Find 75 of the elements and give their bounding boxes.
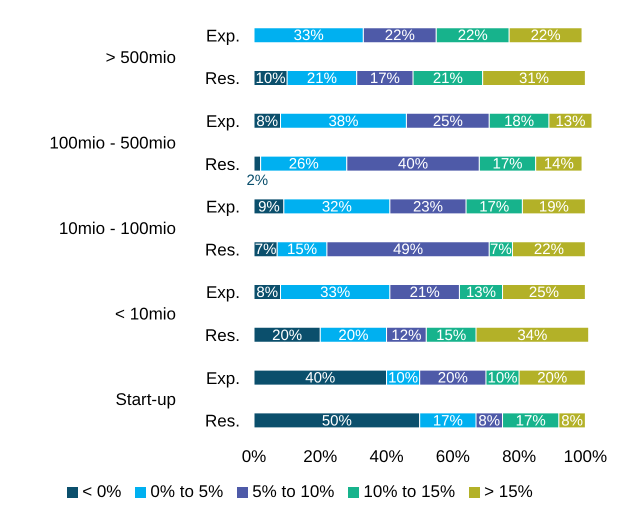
- y-tick-label: Res.: [205, 412, 240, 431]
- y-tick-label: Res.: [205, 326, 240, 345]
- data-label: 10%: [256, 70, 286, 87]
- y-tick-label: Exp.: [206, 198, 240, 217]
- data-label: 49%: [393, 241, 424, 258]
- data-label: 40%: [398, 156, 428, 173]
- data-label: 13%: [555, 112, 586, 130]
- x-tick-label: 60%: [436, 447, 470, 466]
- data-label: 22%: [530, 27, 561, 44]
- data-label: 21%: [306, 70, 337, 87]
- x-tick-label: 40%: [370, 447, 404, 466]
- data-label: 33%: [294, 27, 324, 44]
- data-label: 22%: [458, 27, 488, 44]
- data-label: 20%: [438, 370, 468, 387]
- y-tick-label: Res.: [205, 240, 240, 260]
- data-label: 17%: [370, 70, 400, 87]
- y-tick-label: Exp.: [206, 283, 240, 302]
- data-label: 10%: [388, 370, 418, 387]
- y-tick-label: Res.: [205, 69, 240, 88]
- data-label: 34%: [517, 326, 548, 344]
- data-label: 9%: [258, 198, 280, 216]
- data-label: 2%: [246, 172, 268, 190]
- data-label: 25%: [432, 112, 463, 130]
- data-label: 50%: [322, 412, 352, 430]
- text: < 10mio: [115, 304, 176, 324]
- data-label: 38%: [328, 112, 358, 130]
- data-label: 17%: [479, 198, 510, 216]
- data-label: 20%: [272, 326, 302, 344]
- data-label: 31%: [518, 70, 550, 87]
- data-label: 8%: [561, 412, 583, 430]
- data-label: 17%: [516, 412, 546, 430]
- y-tick-label: Res.: [205, 154, 240, 174]
- x-tick-label: 0%: [242, 447, 266, 466]
- data-label: 20%: [537, 370, 568, 387]
- y-tick-label: Exp.: [206, 26, 240, 46]
- data-label: 20%: [338, 326, 368, 344]
- y-tick-label: Exp.: [206, 368, 240, 388]
- data-label: 25%: [528, 284, 559, 301]
- data-label: 12%: [391, 326, 422, 344]
- data-label: 22%: [384, 27, 415, 44]
- data-label: 18%: [504, 112, 534, 130]
- data-label: 17%: [492, 156, 523, 173]
- data-label: 22%: [534, 241, 564, 258]
- data-label: 23%: [412, 198, 443, 216]
- data-label: 10%: [488, 370, 518, 387]
- data-label: 21%: [410, 284, 440, 301]
- data-label: 7%: [254, 241, 276, 258]
- data-label: 8%: [256, 284, 278, 301]
- legend-label: > 15%: [483, 482, 533, 502]
- data-label: 8%: [478, 412, 500, 430]
- x-tick-label: 80%: [502, 447, 536, 466]
- data-label: 14%: [544, 156, 574, 173]
- data-label: 40%: [305, 370, 336, 387]
- legend-label: 0% to 5%: [149, 482, 224, 502]
- text: 10mio - 100mio: [58, 219, 176, 238]
- text: 100mio - 500mio: [49, 133, 176, 152]
- data-label: 8%: [256, 112, 278, 130]
- data-label: 17%: [432, 412, 463, 430]
- text: Start-up: [116, 390, 176, 410]
- data-label: 15%: [287, 241, 318, 258]
- data-label: 7%: [490, 241, 512, 258]
- legend-label: 10% to 15%: [362, 482, 456, 502]
- data-label: 26%: [288, 156, 319, 173]
- data-label: 19%: [538, 198, 569, 216]
- x-tick-label: 20%: [303, 447, 338, 466]
- data-label: 15%: [436, 326, 466, 344]
- text: > 500mio: [106, 48, 176, 67]
- y-tick-label: Exp.: [206, 112, 240, 131]
- data-label: 33%: [320, 284, 350, 301]
- data-label: 13%: [466, 284, 496, 301]
- data-label: 32%: [322, 198, 352, 216]
- legend-label: 5% to 10%: [251, 482, 334, 502]
- legend-label: < 0%: [81, 482, 122, 502]
- data-label: 21%: [432, 70, 463, 87]
- x-tick-label: 100%: [564, 447, 608, 466]
